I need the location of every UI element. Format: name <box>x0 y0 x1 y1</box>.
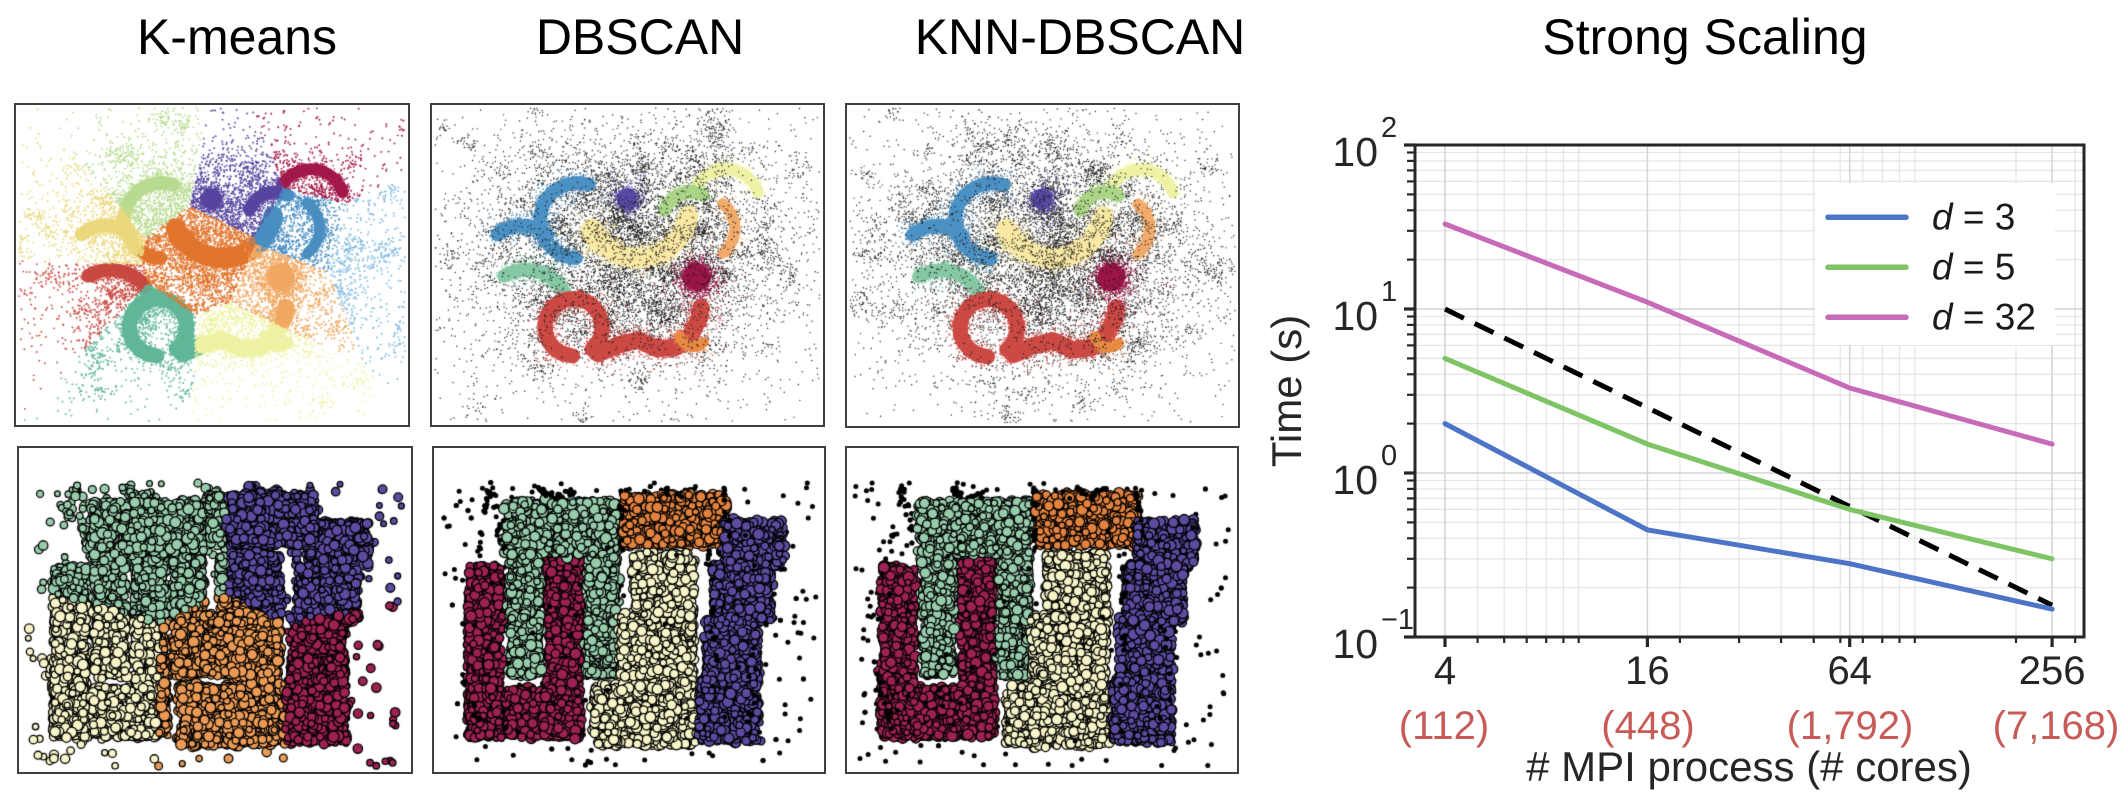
svg-text:10: 10 <box>1332 293 1378 339</box>
svg-text:10: 10 <box>1332 457 1378 503</box>
svg-text:64: 64 <box>1827 649 1872 693</box>
svg-text:10: 10 <box>1332 621 1378 667</box>
svg-text:−1: −1 <box>1381 604 1414 636</box>
svg-text:(448): (448) <box>1601 704 1694 748</box>
svg-text:d = 32: d = 32 <box>1932 296 2036 337</box>
svg-text:16: 16 <box>1625 649 1670 693</box>
svg-text:d = 3: d = 3 <box>1932 196 2015 237</box>
svg-text:4: 4 <box>1434 649 1456 693</box>
svg-text:# MPI process (# cores): # MPI process (# cores) <box>1526 743 1972 790</box>
svg-text:Time (s): Time (s) <box>1263 315 1310 467</box>
svg-text:(7,168): (7,168) <box>1993 704 2120 748</box>
svg-text:0: 0 <box>1381 440 1397 472</box>
svg-text:2: 2 <box>1381 112 1397 144</box>
svg-text:1: 1 <box>1381 276 1397 308</box>
svg-text:(112): (112) <box>1399 704 1489 748</box>
svg-text:256: 256 <box>2019 649 2086 693</box>
svg-text:d = 5: d = 5 <box>1932 246 2015 287</box>
svg-text:(1,792): (1,792) <box>1787 704 1914 748</box>
svg-text:10: 10 <box>1332 129 1378 175</box>
